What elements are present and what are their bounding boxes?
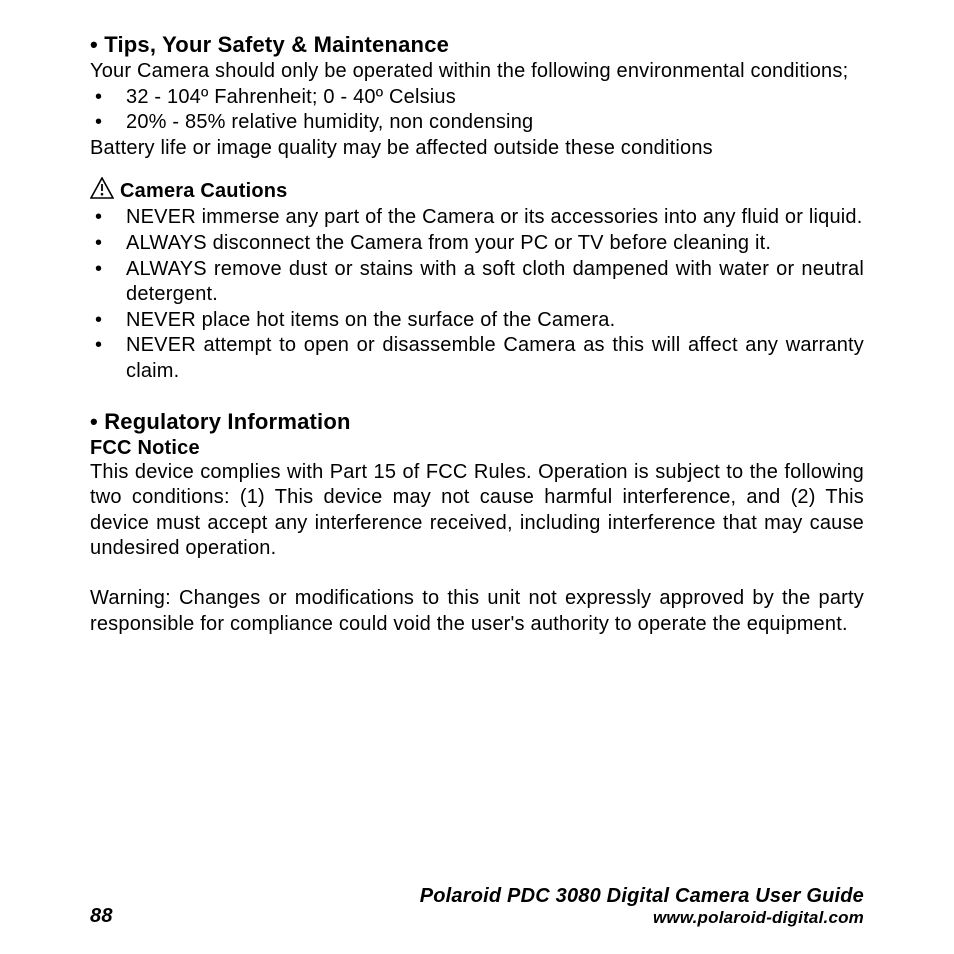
cautions-heading-text: Camera Cautions xyxy=(120,180,288,203)
warning-icon xyxy=(90,177,114,205)
list-item: 20% - 85% relative humidity, non condens… xyxy=(90,110,864,136)
fcc-subheading: FCC Notice xyxy=(90,437,864,460)
guide-url: www.polaroid-digital.com xyxy=(420,908,864,928)
list-item: ALWAYS remove dust or stains with a soft… xyxy=(90,257,864,308)
list-item: ALWAYS disconnect the Camera from your P… xyxy=(90,231,864,257)
tips-outro: Battery life or image quality may be aff… xyxy=(90,136,864,162)
tips-heading: • Tips, Your Safety & Maintenance xyxy=(90,32,864,58)
fcc-para2: Warning: Changes or modifications to thi… xyxy=(90,586,864,637)
cautions-list: NEVER immerse any part of the Camera or … xyxy=(90,205,864,384)
page-number: 88 xyxy=(90,905,113,928)
list-item: NEVER immerse any part of the Camera or … xyxy=(90,205,864,231)
regulatory-section: • Regulatory Information FCC Notice This… xyxy=(90,409,864,638)
guide-title: Polaroid PDC 3080 Digital Camera User Gu… xyxy=(420,885,864,908)
page-footer: 88 Polaroid PDC 3080 Digital Camera User… xyxy=(90,885,864,928)
list-item: 32 - 104º Fahrenheit; 0 - 40º Celsius xyxy=(90,85,864,111)
fcc-para1: This device complies with Part 15 of FCC… xyxy=(90,460,864,562)
tips-intro: Your Camera should only be operated with… xyxy=(90,59,864,85)
cautions-heading: Camera Cautions xyxy=(90,177,288,205)
regulatory-heading: • Regulatory Information xyxy=(90,409,864,435)
list-item: NEVER place hot items on the surface of … xyxy=(90,308,864,334)
footer-right: Polaroid PDC 3080 Digital Camera User Gu… xyxy=(420,885,864,928)
tips-section: • Tips, Your Safety & Maintenance Your C… xyxy=(90,32,864,161)
list-item: NEVER attempt to open or disassemble Cam… xyxy=(90,333,864,384)
conditions-list: 32 - 104º Fahrenheit; 0 - 40º Celsius 20… xyxy=(90,85,864,136)
